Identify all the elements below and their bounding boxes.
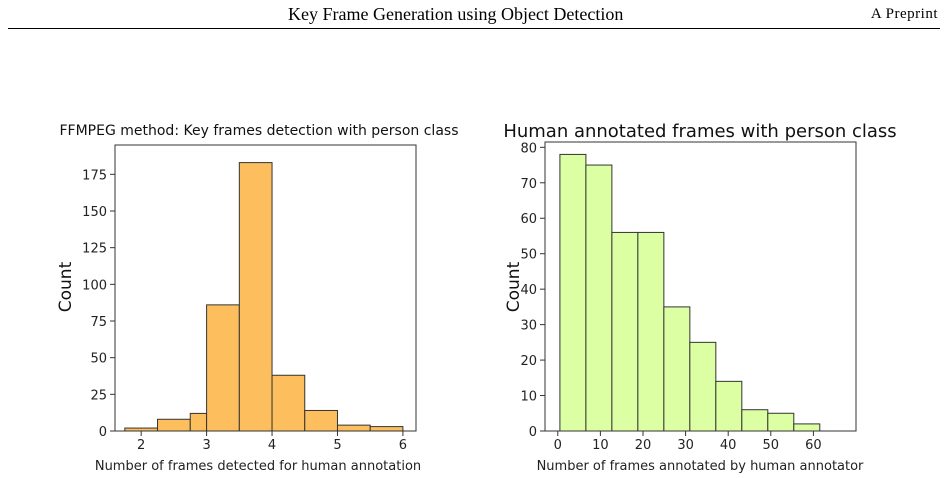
y-tick-label: 70	[520, 177, 537, 192]
plot-frame	[544, 141, 857, 432]
y-tick-label: 25	[90, 388, 107, 403]
y-tick-label: 10	[520, 390, 537, 405]
histogram-bar	[559, 153, 587, 432]
x-tick-label: 50	[763, 438, 780, 453]
x-tick-label: 0	[554, 438, 562, 453]
histogram-bar	[793, 423, 821, 432]
x-tick-label: 4	[268, 438, 276, 453]
plot-frame	[114, 144, 417, 432]
histogram-bar	[238, 162, 273, 432]
x-tick-label: 10	[592, 438, 609, 453]
histogram-bar	[189, 412, 208, 432]
x-tick-label: 2	[137, 438, 145, 453]
y-axis-label: Count	[56, 261, 76, 312]
ffmpeg-histogram: FFMPEG method: Key frames detection with…	[56, 123, 459, 474]
x-tick-label: 30	[677, 438, 694, 453]
histogram-bar	[206, 304, 240, 432]
header-rule	[8, 28, 940, 29]
y-tick-label: 60	[520, 212, 537, 227]
y-tick-label: 20	[520, 354, 537, 369]
y-tick-label: 80	[520, 141, 537, 156]
x-tick-label: 5	[333, 438, 341, 453]
y-tick-label: 175	[82, 168, 107, 183]
x-tick-label: 40	[720, 438, 737, 453]
chart-title: Human annotated frames with person class	[503, 121, 896, 142]
running-head-label: A Preprint	[870, 6, 938, 22]
y-tick-label: 100	[82, 278, 107, 293]
y-tick-label: 50	[90, 352, 107, 367]
y-tick-label: 75	[90, 315, 107, 330]
histogram-bar	[336, 424, 371, 432]
chart-title: FFMPEG method: Key frames detection with…	[59, 123, 458, 139]
x-axis-label: Number of frames annotated by human anno…	[537, 459, 864, 474]
running-head: Key Frame Generation using Object Detect…	[0, 0, 948, 30]
histogram-bar	[271, 374, 306, 432]
y-tick-label: 40	[520, 283, 537, 298]
histogram-bar	[585, 164, 613, 432]
x-tick-label: 60	[805, 438, 822, 453]
histogram-bar	[663, 306, 691, 432]
human-annotated-histogram: Human annotated frames with person class…	[503, 121, 896, 474]
histogram-bar	[157, 418, 191, 432]
histogram-bar	[767, 412, 795, 432]
x-tick-label: 3	[202, 438, 210, 453]
x-tick-label: 6	[399, 438, 407, 453]
y-tick-label: 0	[99, 425, 107, 440]
y-tick-label: 30	[520, 319, 537, 334]
y-tick-label: 50	[520, 248, 537, 263]
histogram-bar	[369, 426, 404, 432]
x-tick-label: 20	[635, 438, 652, 453]
histogram-bar	[637, 231, 665, 432]
histogram-bar	[741, 409, 769, 432]
y-tick-label: 150	[82, 205, 107, 220]
histogram-bar	[611, 231, 639, 432]
y-axis-label: Count	[504, 261, 524, 312]
y-tick-label: 0	[529, 425, 537, 440]
x-axis-label: Number of frames detected for human anno…	[95, 459, 421, 474]
histogram-bar	[689, 341, 717, 432]
histogram-bar	[304, 409, 338, 432]
histogram-bar	[715, 380, 743, 432]
running-head-title: Key Frame Generation using Object Detect…	[288, 4, 624, 24]
y-tick-label: 125	[82, 242, 107, 257]
